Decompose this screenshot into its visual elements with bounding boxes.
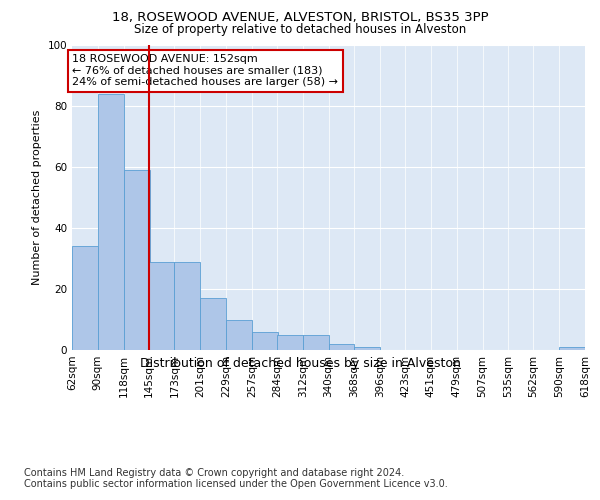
Text: Distribution of detached houses by size in Alveston: Distribution of detached houses by size … <box>140 358 460 370</box>
Bar <box>252 332 278 350</box>
Text: Size of property relative to detached houses in Alveston: Size of property relative to detached ho… <box>134 22 466 36</box>
Bar <box>98 94 124 350</box>
Bar <box>559 347 585 350</box>
Bar <box>277 335 302 350</box>
Text: 18 ROSEWOOD AVENUE: 152sqm
← 76% of detached houses are smaller (183)
24% of sem: 18 ROSEWOOD AVENUE: 152sqm ← 76% of deta… <box>73 54 338 88</box>
Text: 18, ROSEWOOD AVENUE, ALVESTON, BRISTOL, BS35 3PP: 18, ROSEWOOD AVENUE, ALVESTON, BRISTOL, … <box>112 11 488 24</box>
Bar <box>302 335 329 350</box>
Bar <box>175 262 200 350</box>
Bar <box>72 246 98 350</box>
Bar <box>200 298 226 350</box>
Text: Contains HM Land Registry data © Crown copyright and database right 2024.
Contai: Contains HM Land Registry data © Crown c… <box>24 468 448 489</box>
Bar <box>149 262 175 350</box>
Bar <box>355 347 380 350</box>
Bar <box>226 320 252 350</box>
Bar <box>329 344 355 350</box>
Y-axis label: Number of detached properties: Number of detached properties <box>32 110 42 285</box>
Bar <box>124 170 149 350</box>
